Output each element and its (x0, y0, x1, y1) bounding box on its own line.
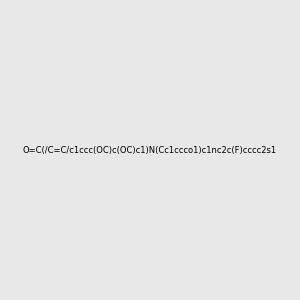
Text: O=C(/C=C/c1ccc(OC)c(OC)c1)N(Cc1ccco1)c1nc2c(F)cccc2s1: O=C(/C=C/c1ccc(OC)c(OC)c1)N(Cc1ccco1)c1n… (23, 146, 277, 154)
